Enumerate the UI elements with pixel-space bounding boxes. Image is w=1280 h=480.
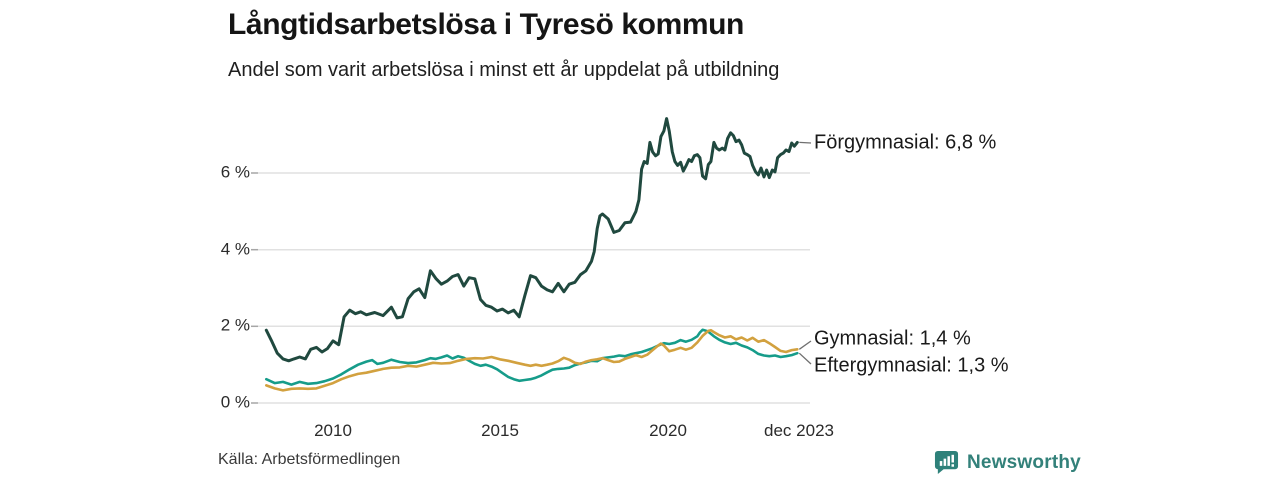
source-note: Källa: Arbetsförmedlingen [218, 451, 401, 468]
x-axis-tick-label: 2010 [314, 421, 352, 440]
label-connector-förgymnasial [799, 141, 812, 144]
series-line-gymnasial [264, 328, 799, 392]
label-connector-gymnasial [798, 340, 812, 350]
page-title: Långtidsarbetslösa i Tyresö kommun [228, 8, 744, 41]
x-axis-tick-label: 2020 [649, 421, 687, 440]
brand-name: Newsworthy [967, 451, 1081, 473]
series-end-label-gymnasial: Gymnasial: 1,4 % [814, 327, 971, 350]
y-axis-tick-label: 4 % [220, 239, 250, 259]
y-axis-tick-label: 0 % [220, 392, 250, 412]
label-connector-eftergymnasial [798, 352, 812, 365]
series-line-eftergymnasial [264, 328, 799, 386]
y-axis-tick-label: 2 % [220, 315, 250, 335]
series-line-förgymnasial [264, 117, 799, 363]
y-axis-tick-label: 6 % [220, 162, 250, 182]
x-axis-tick-label: 2015 [481, 421, 519, 440]
newsworthy-bubble-barchart-icon [934, 450, 959, 475]
series-end-label-eftergymnasial: Eftergymnasial: 1,3 % [814, 354, 1009, 377]
page-subtitle: Andel som varit arbetslösa i minst ett å… [228, 59, 780, 81]
brand-logo: Newsworthy [934, 450, 1081, 475]
x-axis-tick-label: dec 2023 [764, 421, 834, 440]
series-end-label-forgymnasial: Förgymnasial: 6,8 % [814, 131, 997, 154]
